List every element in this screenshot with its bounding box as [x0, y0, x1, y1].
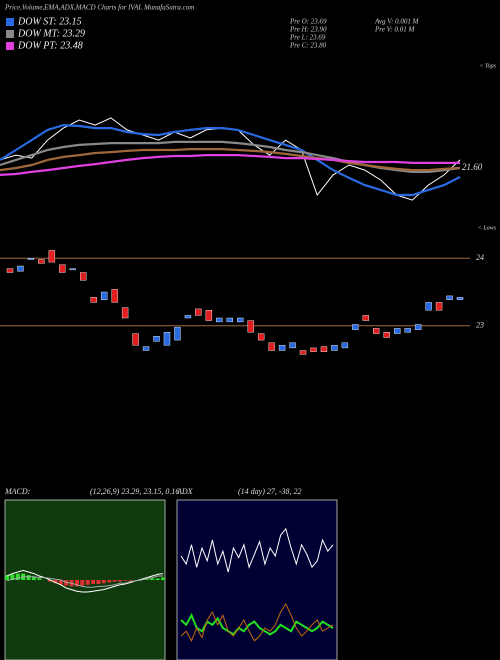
- info-text: Pre V: 0.01 M: [374, 26, 415, 34]
- histogram-bar: [117, 580, 122, 582]
- info-text: Pre O: 23.69: [289, 18, 327, 26]
- candle: [268, 342, 275, 351]
- candle: [80, 272, 87, 281]
- annotation: < Tops: [479, 63, 496, 69]
- annotation: < Lows: [478, 225, 497, 231]
- histogram-bar: [26, 575, 31, 580]
- candle: [205, 310, 213, 321]
- candle: [174, 326, 181, 341]
- histogram-bar: [15, 573, 20, 580]
- candle: [121, 307, 129, 319]
- reference-label: 24: [476, 253, 484, 262]
- histogram-bar: [37, 578, 42, 580]
- candle: [289, 342, 296, 349]
- candle: [331, 345, 338, 351]
- ema-line: [0, 154, 460, 176]
- candle: [38, 259, 45, 264]
- histogram-bar: [144, 579, 149, 580]
- candle: [184, 315, 192, 319]
- legend-swatch: [6, 30, 14, 38]
- candle: [352, 324, 359, 330]
- ema-line: [0, 148, 461, 172]
- candle: [414, 324, 422, 330]
- annotation: 21.60: [462, 162, 483, 172]
- candle: [373, 328, 380, 334]
- candle: [142, 346, 150, 351]
- panel-subtitle: (12,26,9) 23.29, 23.15, 0.16: [90, 487, 179, 496]
- candle: [310, 347, 317, 352]
- info-text: Pre L: 23.69: [289, 34, 326, 42]
- histogram-bar: [91, 580, 96, 584]
- info-text: Pre C: 23.80: [289, 42, 327, 50]
- candle: [404, 328, 411, 333]
- histogram-bar: [112, 580, 117, 582]
- histogram-bar: [150, 578, 155, 580]
- candle: [100, 291, 108, 301]
- panel-title: ADX: [176, 487, 194, 496]
- info-text: Avg V: 0.001 M: [374, 18, 420, 26]
- panel-title: MACD:: [4, 487, 31, 496]
- candle: [48, 250, 56, 263]
- legend-label: DOW ST: 23.15: [17, 16, 82, 27]
- candle: [247, 320, 254, 333]
- candle: [216, 317, 223, 323]
- histogram-bar: [96, 580, 101, 584]
- histogram-bar: [53, 580, 58, 584]
- macd-line: [6, 575, 163, 588]
- candle: [456, 297, 464, 301]
- histogram-bar: [58, 580, 63, 585]
- reference-label: 23: [476, 321, 484, 330]
- histogram-bar: [161, 577, 165, 580]
- histogram-bar: [128, 580, 133, 581]
- histogram-bar: [74, 580, 79, 587]
- ema-line: [0, 123, 461, 197]
- adx-line: [180, 602, 334, 642]
- candle: [435, 302, 443, 311]
- legend-label: DOW MT: 23.29: [17, 28, 85, 39]
- candle: [237, 317, 244, 323]
- candle: [111, 289, 118, 303]
- candle: [257, 333, 265, 341]
- candle: [362, 315, 370, 321]
- candle: [153, 336, 160, 342]
- histogram-bar: [48, 580, 53, 582]
- candle: [27, 258, 35, 260]
- candle: [59, 264, 66, 273]
- page-title: Price,Volume,EMA,ADX,MACD Charts for IVA…: [4, 4, 194, 12]
- candle: [132, 333, 139, 346]
- adx-line: [180, 527, 334, 573]
- histogram-bar: [123, 580, 128, 581]
- candle: [278, 345, 286, 351]
- candle: [163, 332, 171, 346]
- candle: [195, 308, 202, 316]
- candle: [383, 332, 390, 338]
- candle: [6, 268, 14, 273]
- candle: [341, 342, 349, 349]
- candle: [17, 265, 24, 272]
- info-text: Pre H: 23.90: [289, 26, 327, 34]
- histogram-bar: [31, 576, 36, 580]
- candle: [320, 346, 328, 353]
- candle: [299, 350, 307, 355]
- histogram-bar: [101, 580, 106, 584]
- histogram-bar: [107, 580, 112, 583]
- candle: [446, 295, 453, 300]
- legend-swatch: [6, 18, 14, 26]
- histogram-bar: [5, 575, 9, 580]
- candle: [425, 302, 432, 311]
- panel-subtitle: (14 day) 27, -38, 22: [238, 487, 302, 496]
- legend-swatch: [6, 42, 14, 50]
- histogram-bar: [10, 574, 15, 580]
- histogram-bar: [155, 578, 160, 580]
- candle: [90, 297, 97, 303]
- histogram-bar: [80, 580, 85, 586]
- histogram-bar: [85, 580, 90, 585]
- candle: [226, 317, 233, 323]
- legend-label: DOW PT: 23.48: [17, 40, 83, 51]
- candle: [394, 328, 401, 334]
- candle: [69, 268, 76, 271]
